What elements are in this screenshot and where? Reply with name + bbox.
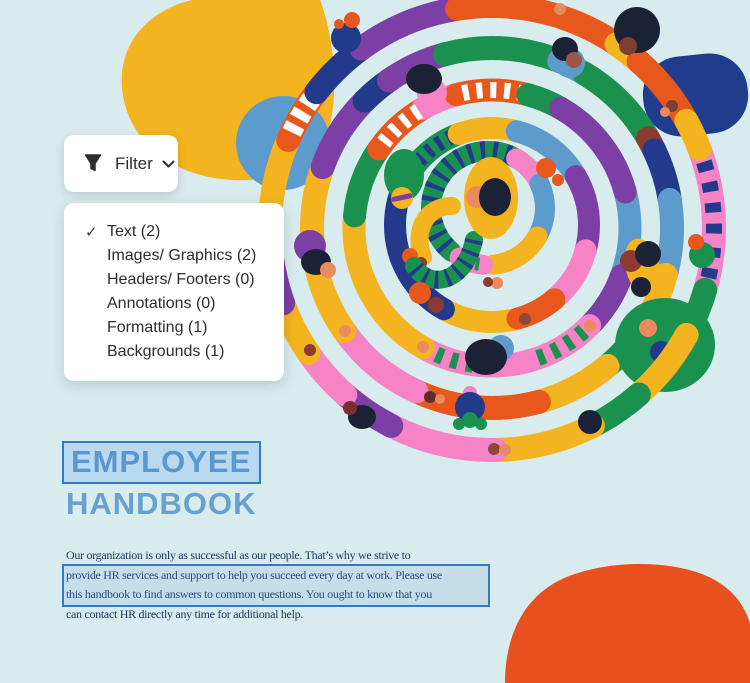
filter-menu-item-label: Text (2) xyxy=(107,223,161,240)
title-highlight-box[interactable]: EMPLOYEE xyxy=(62,441,262,484)
filter-menu-item-formatting[interactable]: Formatting (1) xyxy=(64,316,284,340)
paragraph-line: this handbook to find answers to common … xyxy=(66,587,432,601)
people-heads xyxy=(294,3,715,456)
filter-menu-item-text[interactable]: ✓ Text (2) xyxy=(64,220,284,244)
orange-blob xyxy=(505,563,750,683)
center-person xyxy=(402,157,518,289)
filter-menu-item-label: Formatting (1) xyxy=(107,319,208,336)
filter-menu-item-label: Images/ Graphics (2) xyxy=(107,247,257,264)
paragraph-line: Our organization is only as successful a… xyxy=(66,548,411,562)
paragraph-highlight-box[interactable] xyxy=(62,564,490,607)
intro-paragraph: Our organization is only as successful a… xyxy=(66,546,442,624)
filter-menu-item-annotations[interactable]: Annotations (0) xyxy=(64,292,284,316)
page-title-line2: HANDBOOK xyxy=(66,486,257,521)
navy-blob xyxy=(642,53,749,137)
filter-menu-item-images-graphics[interactable]: Images/ Graphics (2) xyxy=(64,244,284,268)
chevron-down-icon xyxy=(162,160,175,168)
people-spiral xyxy=(258,0,726,462)
filter-button[interactable]: Filter xyxy=(64,135,178,192)
filter-menu-item-headers-footers[interactable]: Headers/ Footers (0) xyxy=(64,268,284,292)
paragraph-line: can contact HR directly any time for add… xyxy=(66,606,304,621)
filter-menu-item-backgrounds[interactable]: Backgrounds (1) xyxy=(64,340,284,364)
filter-menu-item-label: Annotations (0) xyxy=(107,295,216,312)
page-title-line1: EMPLOYEE xyxy=(71,444,252,479)
filter-menu-item-label: Backgrounds (1) xyxy=(107,343,225,360)
filter-dropdown-menu: ✓ Text (2) Images/ Graphics (2) Headers/… xyxy=(64,203,284,381)
filter-button-label: Filter xyxy=(115,153,153,173)
filter-menu-item-label: Headers/ Footers (0) xyxy=(107,271,255,288)
checkmark-icon: ✓ xyxy=(85,224,98,241)
paragraph-line: provide HR services and support to help … xyxy=(66,567,442,582)
funnel-icon xyxy=(84,154,102,173)
